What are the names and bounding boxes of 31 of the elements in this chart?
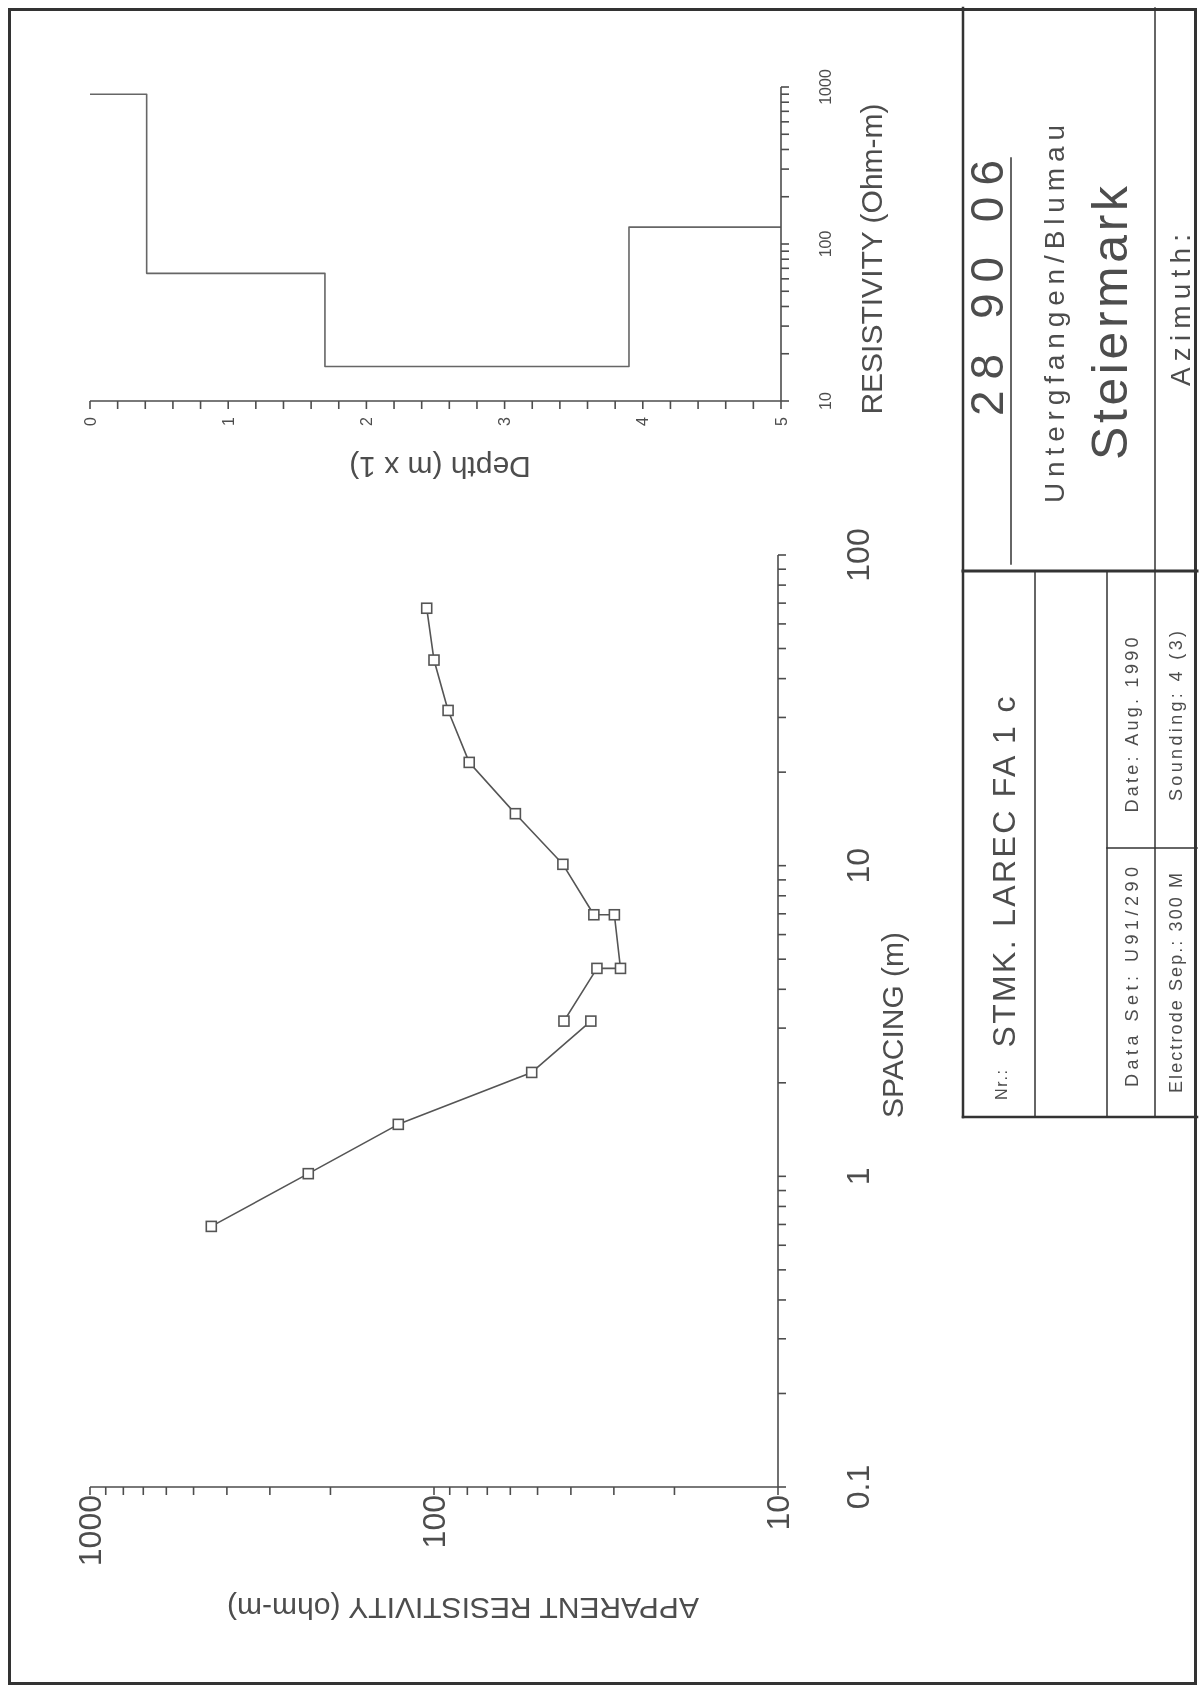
text: Nr.: bbox=[992, 1070, 1010, 1100]
x-tick-label: 1000 bbox=[72, 1495, 108, 1567]
text: Steiermark bbox=[1082, 185, 1138, 460]
x-axis-title: APPARENT RESISTIVITY (ohm-m) bbox=[227, 1591, 699, 1626]
text: Date: Aug. 1990 bbox=[1122, 637, 1142, 813]
x-tick-label: 4 bbox=[634, 416, 652, 426]
x-tick-label: 1 bbox=[219, 416, 237, 426]
y-tick-label: 100 bbox=[816, 230, 834, 258]
x-tick-label: 3 bbox=[496, 416, 514, 426]
y-tick-label: 100 bbox=[840, 528, 876, 582]
x-tick-label: 0 bbox=[81, 416, 99, 426]
text: Electrode Sep.: 300 M bbox=[1166, 873, 1186, 1093]
y-axis-title: SPACING (m) bbox=[875, 931, 910, 1119]
line-series bbox=[90, 93, 781, 368]
y-tick-label: 1000 bbox=[816, 69, 834, 105]
y-tick-label: 10 bbox=[840, 847, 876, 884]
text: Data Set: U91/290 bbox=[1122, 867, 1142, 1087]
y-tick-label: 0.1 bbox=[840, 1464, 876, 1510]
y-tick-label: 1 bbox=[840, 1167, 876, 1186]
text: 28 90 06 bbox=[961, 160, 1013, 416]
y-tick-label: 10 bbox=[816, 392, 834, 410]
x-tick-label: 2 bbox=[357, 416, 375, 426]
x-tick-label: 100 bbox=[416, 1495, 452, 1549]
x-tick-label: 10 bbox=[760, 1495, 796, 1531]
x-tick-label: 5 bbox=[772, 416, 790, 426]
text: STMK. LAREC FA 1 c bbox=[986, 696, 1022, 1048]
y-axis-title: RESISTIVITY (Ohm-m) bbox=[854, 103, 889, 415]
text: Azimuth: bbox=[1164, 234, 1196, 386]
x-axis-title: Depth (m x 1) bbox=[349, 450, 531, 485]
text: Untergfangen/Blumau bbox=[1038, 125, 1070, 503]
text: Sounding: 4 (3) bbox=[1166, 631, 1186, 801]
